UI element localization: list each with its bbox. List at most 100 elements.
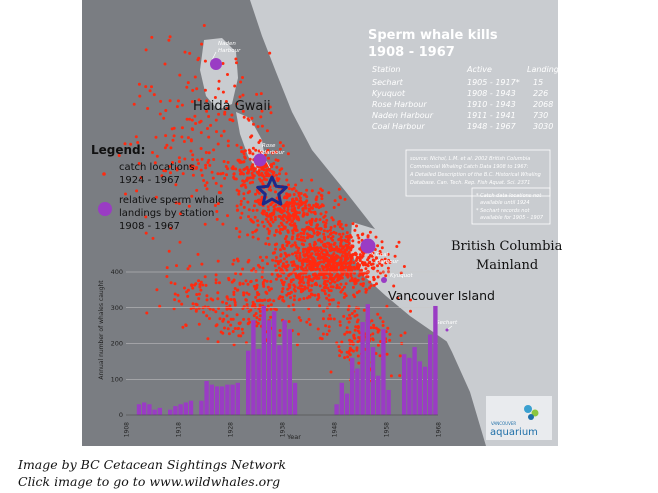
catch-location-dot (246, 322, 250, 326)
catch-location-dot (181, 172, 185, 176)
website-link[interactable]: Click image to go to www.wildwhales.org (18, 474, 281, 489)
catch-location-dot (355, 313, 359, 317)
catch-location-dot (135, 189, 139, 193)
vancouver-aquarium-logo[interactable]: VANCOUVER aquarium (486, 396, 552, 440)
catch-location-dot (367, 256, 371, 260)
catch-location-dot (235, 102, 239, 106)
catch-location-dot (153, 161, 157, 165)
catch-location-dot (270, 272, 274, 276)
catch-location-dot (317, 206, 321, 210)
catch-location-dot (343, 197, 347, 201)
x-tick-label: 1908 (124, 422, 131, 437)
label-sechart: Sechart (436, 320, 458, 326)
catch-location-dot (278, 329, 282, 333)
catch-location-dot (285, 260, 289, 264)
catch-location-dot (282, 247, 286, 251)
catch-location-dot (364, 267, 368, 271)
catch-location-dot (310, 252, 314, 256)
catch-location-dot (282, 299, 286, 303)
chart-bar (344, 393, 350, 415)
catch-location-dot (282, 218, 286, 222)
chart-bar (147, 404, 152, 415)
catch-location-dot (266, 227, 270, 231)
table-cell-landings: 226 (533, 89, 548, 98)
x-tick-labels: 1908 1918 1928 1938 1948 1958 1968 (124, 422, 443, 437)
catch-location-dot (339, 290, 343, 294)
catch-location-dot (245, 291, 249, 295)
station-coal-harbour[interactable] (360, 238, 376, 254)
catch-location-dot (239, 202, 243, 206)
catch-location-dot (175, 105, 179, 109)
catch-location-dot (199, 288, 203, 292)
catch-location-dot (237, 189, 241, 193)
catch-location-dot (221, 90, 225, 94)
catch-location-dot (266, 285, 270, 289)
catch-location-dot (315, 283, 319, 287)
catch-location-dot (219, 134, 223, 138)
legend-landing-years: 1908 - 1967 (119, 221, 180, 232)
footnote-line: available for 1905 - 1907 (480, 215, 544, 221)
station-kyuquot[interactable] (381, 277, 387, 283)
catch-location-dot (325, 283, 328, 287)
catch-location-dot (218, 191, 222, 195)
catch-location-dot (177, 202, 181, 205)
catch-location-dot (337, 203, 341, 207)
catch-location-dot (292, 260, 296, 264)
station-sechart[interactable] (445, 328, 449, 332)
catch-location-dot (357, 236, 361, 240)
catch-location-dot (286, 205, 290, 208)
catch-location-dot (318, 254, 322, 258)
catch-location-dot (261, 165, 265, 169)
catch-location-dot (246, 200, 250, 204)
catch-location-dot (298, 281, 301, 285)
catch-location-dot (319, 227, 323, 231)
catch-location-dot (293, 294, 296, 298)
catch-location-dot (216, 291, 220, 295)
station-rose-harbour[interactable] (253, 153, 267, 167)
catch-location-dot (349, 265, 353, 269)
station-naden-harbour[interactable] (210, 58, 222, 70)
catch-location-dot (316, 293, 320, 296)
catch-location-dot (178, 73, 182, 77)
catch-location-dot (327, 293, 331, 297)
table-row: Naden Harbour 1911 - 1941 730 (372, 111, 548, 120)
catch-location-dot (177, 160, 181, 164)
catch-location-dot (265, 178, 268, 182)
catch-location-dot (233, 301, 237, 304)
catch-location-dot (258, 198, 261, 202)
table-header-station: Station (372, 65, 400, 74)
catch-location-dot (293, 215, 297, 219)
catch-location-dot (350, 312, 354, 315)
y-tick-label: 400 (111, 268, 123, 276)
catch-location-dot (205, 99, 209, 103)
catch-location-dot (262, 284, 266, 288)
catch-location-dot (233, 327, 237, 330)
catch-location-dot (159, 99, 163, 103)
catch-location-dot (286, 287, 290, 291)
catch-location-dot (347, 251, 351, 254)
catch-location-dot (361, 277, 365, 281)
catch-location-dot (194, 282, 198, 286)
catch-location-dot (251, 300, 255, 304)
catch-location-dot (286, 208, 290, 211)
catch-location-dot (409, 309, 412, 313)
catch-location-dot (226, 214, 229, 218)
catch-location-dot (281, 264, 285, 268)
catch-location-dot (285, 293, 289, 297)
catch-location-dot (222, 129, 226, 133)
catch-location-dot (168, 35, 172, 39)
catch-location-dot (174, 201, 178, 205)
catch-location-dot (193, 114, 197, 118)
catch-location-dot (230, 166, 234, 170)
catch-location-dot (265, 211, 269, 215)
catch-location-dot (329, 274, 333, 277)
catch-location-dot (255, 208, 259, 212)
catch-location-dot (206, 127, 209, 130)
catch-location-dot (150, 85, 153, 89)
catch-location-dot (246, 117, 250, 121)
catch-location-dot (325, 268, 329, 272)
logo-mark-icon-2 (531, 409, 539, 417)
chart-bar (209, 384, 214, 415)
catch-location-dot (291, 223, 295, 227)
